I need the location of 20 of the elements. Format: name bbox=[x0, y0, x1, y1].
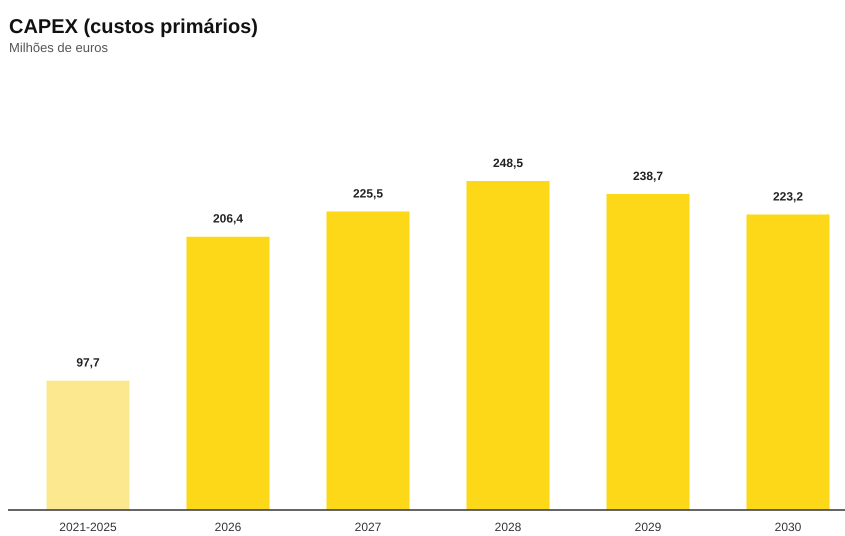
bar bbox=[466, 181, 550, 510]
bar bbox=[46, 380, 130, 510]
data-label: 225,5 bbox=[352, 186, 384, 200]
data-label: 223,2 bbox=[772, 189, 804, 204]
bar bbox=[746, 214, 830, 510]
chart-subtitle: Milhões de euros bbox=[9, 40, 108, 55]
x-tick-label: 2030 bbox=[774, 520, 802, 534]
data-label: 248,5 bbox=[492, 156, 524, 170]
chart-title: CAPEX (custos primários) bbox=[9, 16, 258, 38]
x-tick-label: 2027 bbox=[354, 520, 382, 534]
x-tick-label: 2021-2025 bbox=[59, 520, 118, 534]
data-label: 97,7 bbox=[76, 356, 100, 370]
x-tick-label: 2029 bbox=[634, 520, 662, 534]
x-tick-label: 2026 bbox=[214, 520, 242, 534]
bar bbox=[326, 211, 410, 510]
data-label: 206,4 bbox=[212, 212, 244, 226]
bar bbox=[186, 236, 270, 510]
data-label: 238,7 bbox=[632, 168, 664, 183]
x-tick-label: 2028 bbox=[494, 520, 522, 534]
bar bbox=[606, 194, 690, 510]
